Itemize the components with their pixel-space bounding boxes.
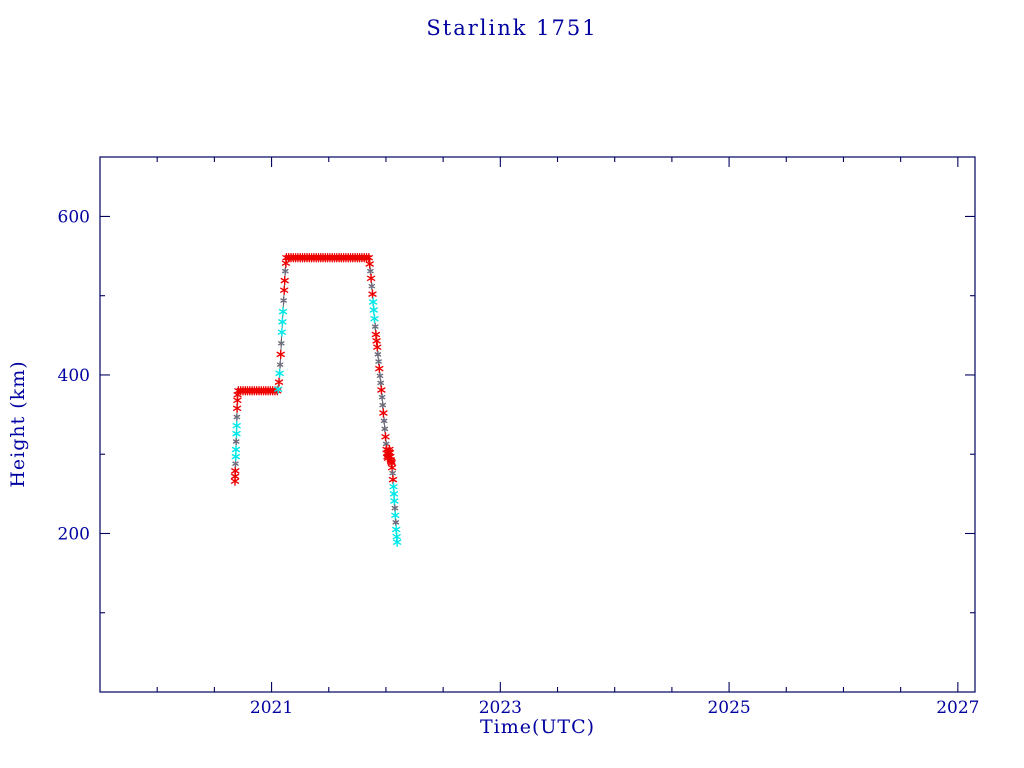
asterisk-marker [389,482,398,492]
asterisk-marker [280,296,287,305]
y-tick-label: 600 [58,207,90,227]
asterisk-marker [232,428,241,439]
asterisk-marker [280,285,289,295]
y-tick-label: 400 [58,366,90,386]
asterisk-marker [275,368,284,379]
asterisk-marker [276,361,284,369]
x-tick-label: 2025 [707,698,750,718]
y-tick-label: 200 [58,524,90,544]
asterisk-marker [393,537,402,547]
asterisk-marker [373,342,382,352]
asterisk-marker [375,363,384,374]
data-points [230,253,402,547]
x-tick-label: 2023 [479,698,522,718]
asterisk-marker [374,350,382,359]
asterisk-marker [231,466,240,476]
asterisk-marker [232,421,241,431]
asterisk-marker [232,460,239,468]
asterisk-marker [280,275,289,286]
asterisk-marker [378,393,386,401]
asterisk-marker [367,267,374,275]
asterisk-marker [368,282,376,290]
asterisk-marker [278,339,285,347]
axis-ticks [100,157,975,692]
asterisk-marker [379,408,388,418]
asterisk-marker [377,385,386,395]
asterisk-marker [390,496,399,506]
asterisk-marker [391,504,399,512]
asterisk-marker [392,518,400,527]
asterisk-marker [371,322,379,331]
x-axis-label: Time(UTC) [479,716,596,738]
asterisk-marker [232,403,242,413]
x-tick-label: 2027 [936,698,979,718]
asterisk-marker [381,425,389,433]
asterisk-marker [364,253,373,263]
asterisk-marker [379,401,386,409]
asterisk-marker [370,314,379,324]
chart-title: Starlink 1751 [426,16,598,40]
asterisk-marker [274,384,283,394]
asterisk-marker [391,510,400,520]
tick-labels: 2021 2023 2025 2027 200 400 600 [58,207,980,718]
asterisk-marker [276,349,285,360]
asterisk-marker [278,317,287,327]
asterisk-marker [274,377,284,387]
asterisk-marker [368,289,377,299]
asterisk-marker [392,524,401,535]
asterisk-marker [365,259,374,269]
asterisk-marker [233,413,241,421]
plot-frame [99,156,976,693]
asterisk-marker [282,267,289,275]
asterisk-marker [278,306,288,317]
asterisk-marker [231,444,241,455]
asterisk-marker [375,357,382,366]
asterisk-marker [377,379,384,387]
asterisk-marker [369,305,378,315]
x-tick-label: 2021 [250,698,293,718]
asterisk-marker [277,327,287,337]
asterisk-marker [366,273,376,283]
asterisk-marker [380,417,388,425]
asterisk-marker [376,372,384,380]
asterisk-marker [232,437,240,446]
asterisk-marker [368,297,378,307]
asterisk-marker [381,432,390,442]
